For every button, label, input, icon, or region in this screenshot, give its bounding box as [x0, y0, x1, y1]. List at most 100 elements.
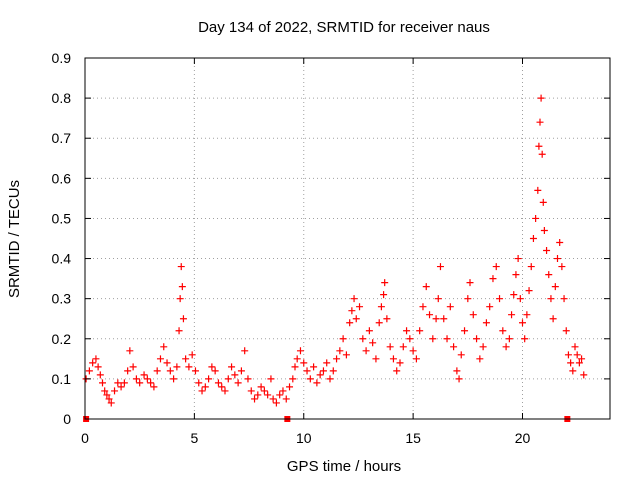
data-point: [377, 303, 385, 311]
data-point: [356, 303, 364, 311]
y-tick-label: 0.9: [52, 50, 72, 66]
data-point: [352, 315, 360, 323]
data-point: [482, 319, 490, 327]
data-point: [326, 375, 334, 383]
data-point: [126, 347, 134, 355]
data-point: [519, 319, 526, 327]
data-point: [381, 279, 389, 287]
data-point: [476, 355, 484, 363]
data-point: [140, 371, 148, 379]
data-point: [419, 303, 427, 311]
y-tick-label: 0.7: [52, 130, 72, 146]
data-point: [313, 379, 321, 387]
data-point: [527, 263, 535, 271]
data-point: [177, 263, 185, 271]
data-point: [251, 395, 259, 403]
data-point: [272, 399, 280, 407]
data-point: [547, 295, 555, 303]
data-point: [208, 363, 216, 371]
data-point: [179, 315, 187, 323]
data-point: [365, 327, 373, 335]
data-point: [571, 343, 579, 351]
data-point: [114, 379, 122, 387]
data-point: [399, 343, 407, 351]
data-point: [185, 363, 193, 371]
data-point: [543, 247, 551, 255]
data-point: [564, 351, 572, 359]
data-point: [537, 94, 545, 102]
data-point: [440, 315, 448, 323]
data-point: [296, 347, 304, 355]
data-point: [455, 375, 463, 383]
data-point: [247, 387, 255, 395]
data-point: [466, 279, 474, 287]
data-point: [310, 363, 318, 371]
data-point: [409, 347, 417, 355]
data-point: [369, 339, 377, 347]
data-point: [479, 343, 487, 351]
data-point: [499, 327, 507, 335]
data-point: [319, 367, 327, 375]
data-point: [89, 359, 97, 367]
data-point: [306, 375, 314, 383]
data-point: [99, 379, 106, 387]
data-point: [224, 375, 232, 383]
data-point: [383, 315, 391, 323]
data-point: [514, 255, 522, 263]
data-point: [416, 327, 424, 335]
data-point: [163, 359, 171, 367]
data-point: [120, 379, 128, 387]
data-point: [492, 263, 500, 271]
data-point: [170, 375, 178, 383]
data-point: [276, 391, 284, 399]
data-point: [289, 375, 297, 383]
y-tick-label: 0.2: [52, 331, 72, 347]
data-point: [560, 295, 568, 303]
data-point: [211, 367, 219, 375]
data-point: [575, 359, 583, 367]
data-point: [244, 375, 252, 383]
data-point: [205, 375, 213, 383]
data-point: [525, 287, 533, 295]
x-tick-label: 10: [296, 430, 312, 446]
data-point: [554, 255, 561, 263]
data-point: [510, 291, 518, 299]
data-point: [486, 303, 494, 311]
data-point: [473, 335, 481, 343]
data-point: [569, 367, 577, 375]
data-point: [316, 371, 324, 379]
x-tick-labels: 0 5 10 15 20: [81, 430, 530, 446]
data-point: [567, 359, 575, 367]
data-point: [523, 311, 531, 319]
data-point: [198, 387, 206, 395]
data-point: [166, 367, 174, 375]
data-point: [529, 235, 537, 242]
data-point: [372, 355, 380, 363]
data-point: [107, 399, 115, 407]
y-tick-label: 0: [63, 411, 71, 427]
y-tick-label: 0.4: [52, 251, 72, 267]
y-axis-label: SRMTID / TECUs: [6, 180, 23, 298]
data-point: [532, 214, 540, 222]
data-point: [540, 226, 548, 234]
data-point: [436, 263, 444, 271]
y-tick-label: 0.5: [52, 210, 72, 226]
data-point: [237, 367, 245, 375]
data-point: [422, 283, 430, 291]
data-point: [333, 355, 341, 363]
data-point: [443, 335, 451, 343]
data-point: [580, 371, 588, 379]
data-point: [150, 383, 158, 391]
data-point: [103, 391, 111, 399]
data-point: [303, 367, 311, 375]
data-point: [188, 351, 196, 359]
data-point: [578, 355, 586, 363]
data-point: [160, 343, 168, 351]
data-point: [269, 395, 277, 403]
x-tick-label: 15: [405, 430, 421, 446]
data-point: [264, 391, 272, 399]
data-point: [96, 371, 104, 379]
data-point: [350, 295, 358, 303]
data-point: [516, 295, 524, 303]
